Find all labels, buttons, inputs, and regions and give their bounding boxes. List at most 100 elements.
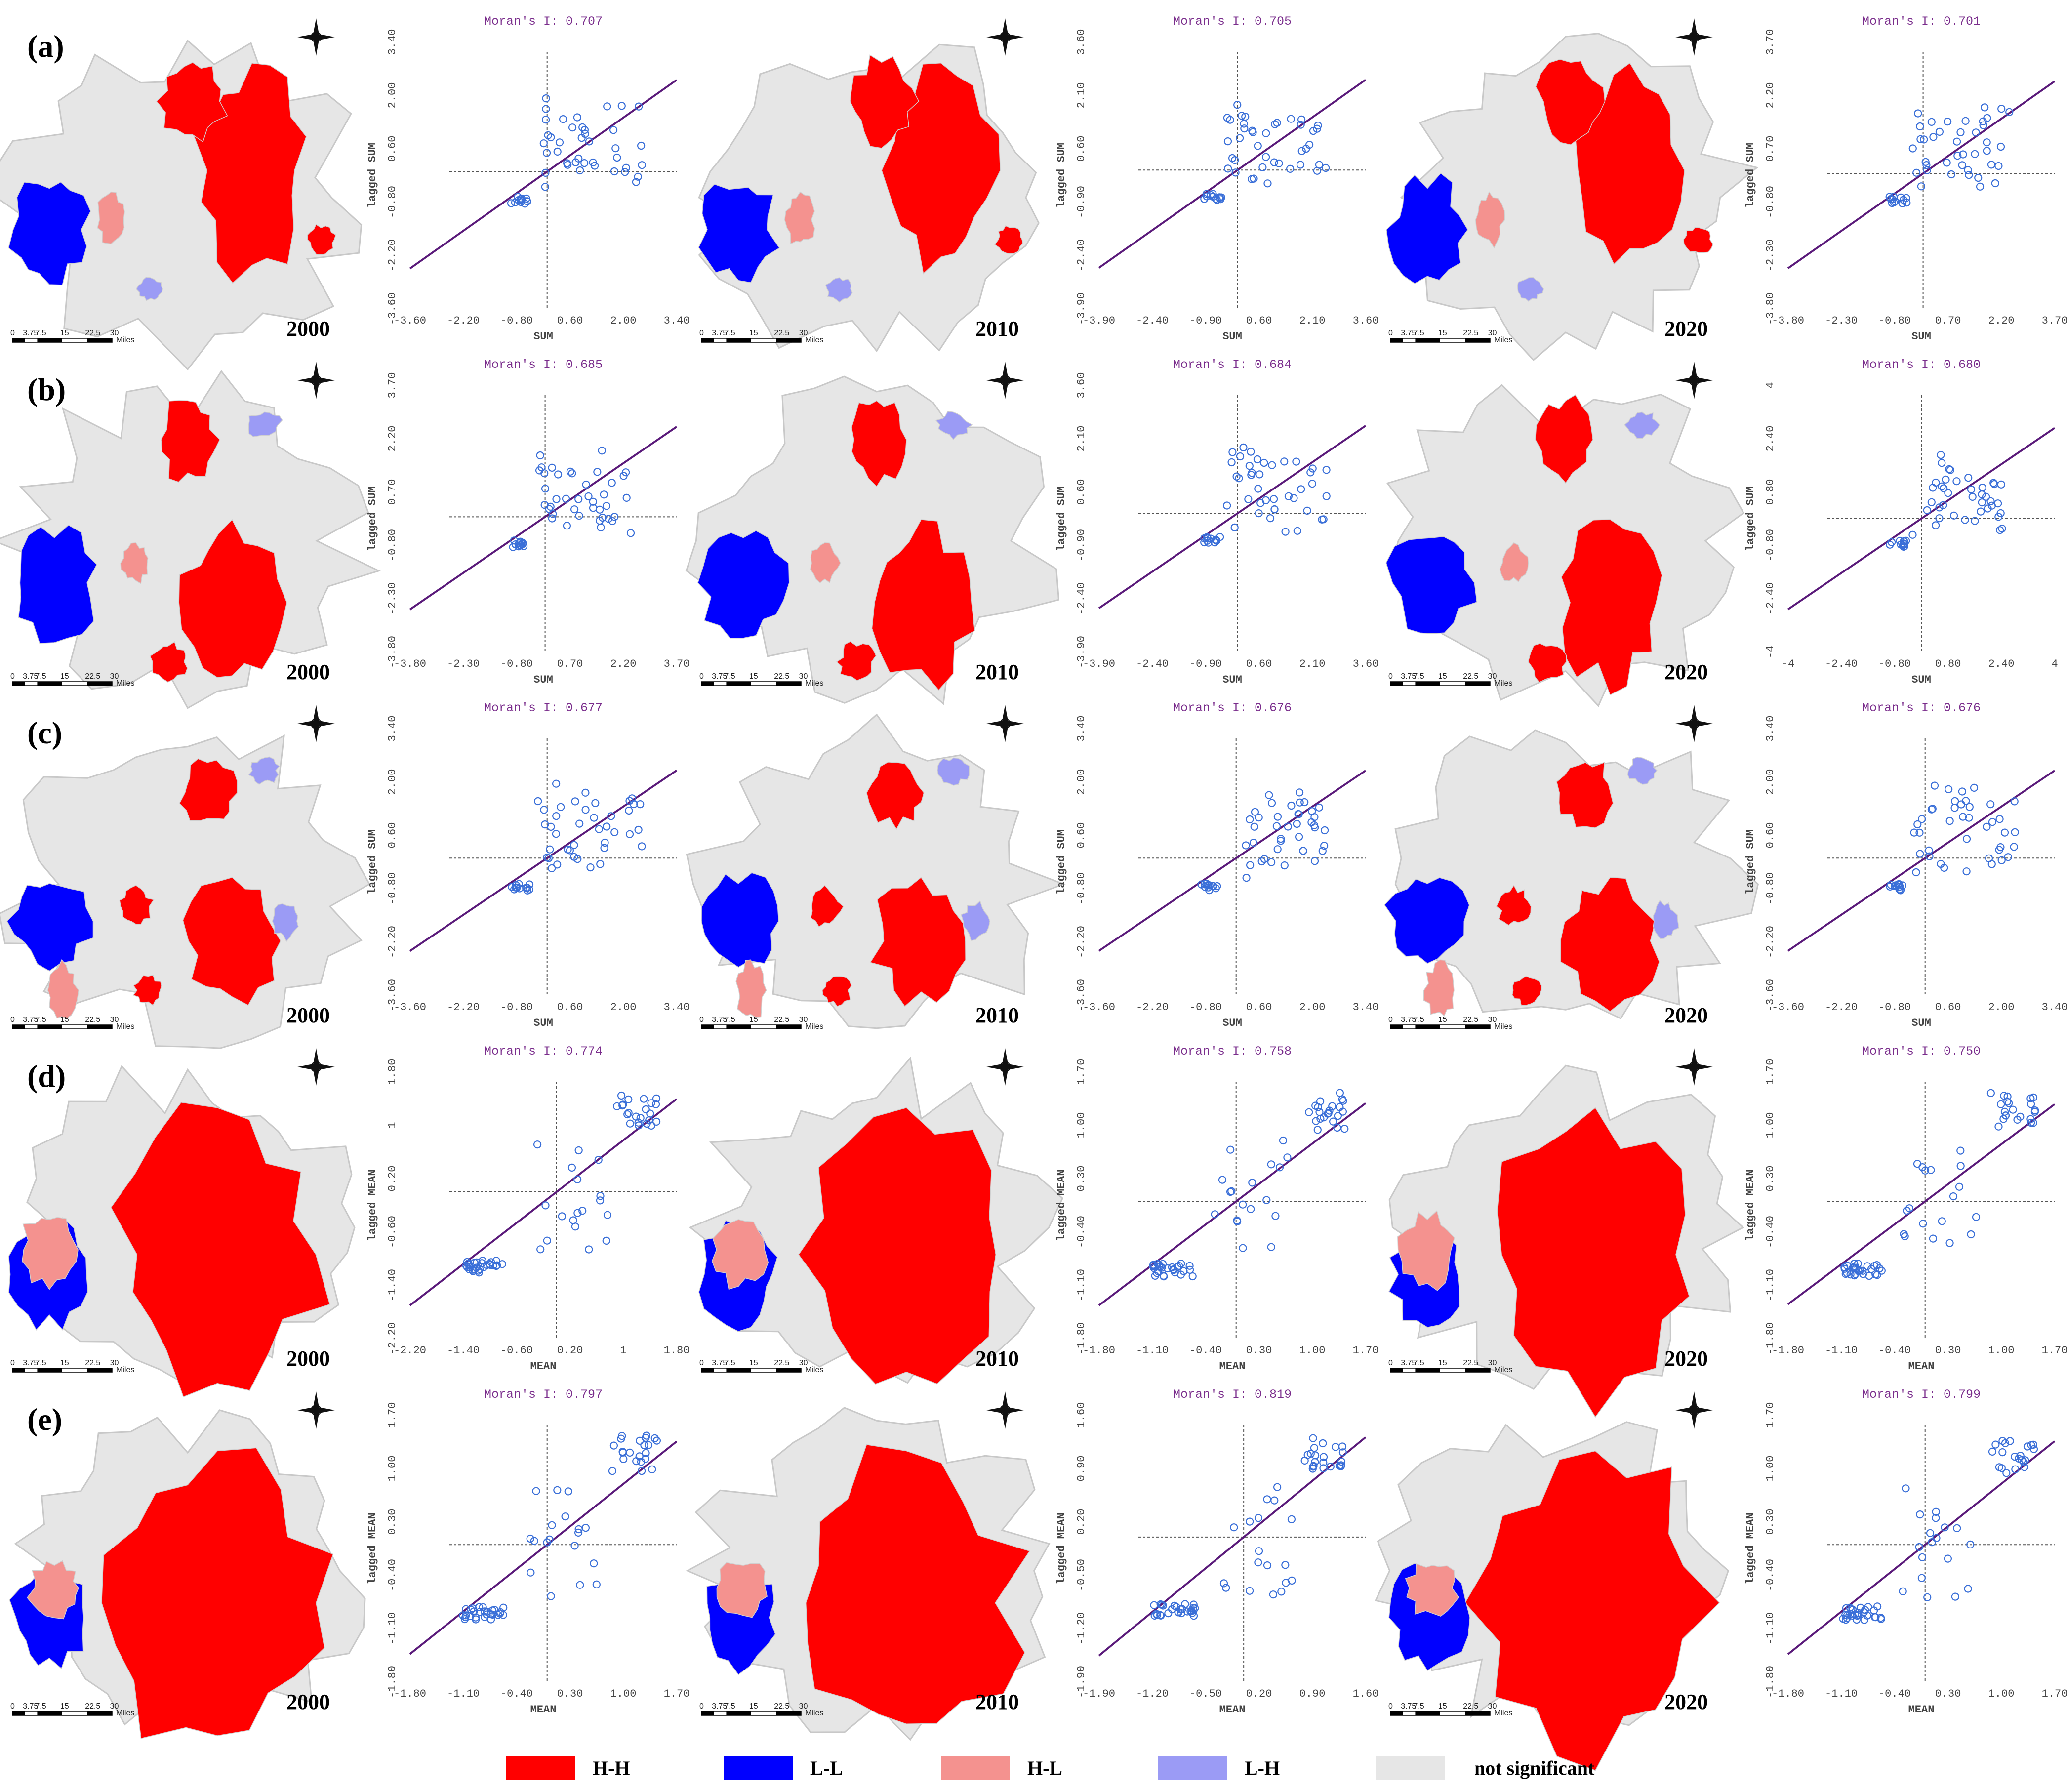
data-point — [1303, 1451, 1312, 1459]
data-point — [1983, 114, 1991, 122]
data-point — [1333, 1123, 1341, 1132]
year-label: 2020 — [1664, 1346, 1708, 1371]
data-point — [1898, 881, 1906, 890]
x-axis-label: MEAN — [530, 1360, 557, 1373]
svg-text:0: 0 — [1388, 1359, 1393, 1367]
data-point — [1921, 158, 1930, 166]
svg-text:22.5: 22.5 — [1463, 1016, 1478, 1024]
data-point — [496, 1609, 504, 1618]
data-point — [1961, 117, 1970, 125]
data-point — [576, 1581, 584, 1589]
y-tick-label: -1.40 — [386, 1269, 399, 1302]
data-point — [1295, 810, 1303, 818]
svg-text:3.75: 3.75 — [712, 672, 727, 681]
data-point — [1991, 179, 1999, 188]
data-point — [1223, 501, 1231, 510]
data-point — [2000, 1107, 2009, 1116]
x-tick-label: 0.20 — [557, 1344, 583, 1357]
year-label: 2010 — [975, 1346, 1019, 1371]
data-point — [1197, 880, 1206, 889]
data-point — [1279, 1136, 1287, 1145]
data-point — [2004, 853, 2012, 861]
data-point — [1308, 480, 1316, 488]
data-point — [539, 139, 548, 148]
cluster-hh — [810, 885, 844, 928]
x-tick-label: 0.20 — [1246, 1688, 1272, 1700]
data-point — [1244, 495, 1253, 503]
data-point — [536, 1245, 545, 1254]
data-point — [1263, 1495, 1271, 1504]
data-point — [498, 1260, 507, 1268]
data-point — [1258, 163, 1267, 171]
data-point — [1886, 882, 1894, 891]
data-point — [1281, 528, 1290, 536]
data-point — [2011, 828, 2019, 837]
north-arrow-icon — [297, 18, 335, 56]
data-point — [564, 1487, 572, 1496]
data-point — [1306, 468, 1315, 477]
y-tick-label: -0.80 — [1764, 186, 1777, 218]
data-point — [574, 1146, 583, 1155]
data-point — [1151, 1271, 1159, 1280]
x-tick-label: -1.40 — [447, 1344, 480, 1357]
north-arrow-icon — [297, 1048, 335, 1086]
svg-text:30: 30 — [799, 672, 808, 681]
data-point — [2011, 1465, 2020, 1473]
x-axis-label: SUM — [1222, 674, 1242, 686]
svg-text:22.5: 22.5 — [774, 672, 789, 681]
data-point — [464, 1260, 472, 1268]
data-point — [590, 814, 598, 822]
data-point — [1916, 1510, 1924, 1519]
cluster-ll — [8, 181, 91, 285]
data-point — [1283, 1153, 1292, 1162]
data-point — [1986, 1089, 1995, 1097]
north-arrow-icon — [986, 1391, 1024, 1429]
data-point — [622, 163, 630, 172]
data-point — [584, 492, 593, 501]
data-point — [1321, 826, 1329, 835]
y-tick-label: 1.80 — [386, 1059, 399, 1085]
data-point — [1918, 1553, 1927, 1561]
outlier-hl — [27, 1560, 79, 1620]
data-point — [1994, 1122, 2003, 1131]
data-point — [1163, 1264, 1172, 1273]
data-point — [630, 800, 638, 809]
moran-scatterplot: Moran's I: 0.797 -1.80-1.80 -1.10 -1.10 -0.4… — [366, 1387, 689, 1716]
data-point — [568, 123, 577, 132]
x-tick-label: 1 — [620, 1344, 626, 1357]
legend-item-not-significant: not significant — [1376, 1756, 1595, 1780]
data-point — [641, 1455, 650, 1463]
data-point — [1260, 855, 1269, 863]
data-point — [1201, 879, 1209, 888]
data-point — [600, 844, 608, 852]
x-axis-label: MEAN — [1219, 1704, 1246, 1716]
data-point — [1246, 861, 1255, 869]
svg-text:0: 0 — [699, 1702, 704, 1711]
y-tick-label: 1.70 — [1764, 1402, 1777, 1428]
year-label: 2000 — [286, 317, 330, 341]
cluster-hh — [1560, 877, 1660, 1012]
data-point — [1296, 161, 1305, 169]
data-point — [632, 178, 641, 186]
x-tick-label: -1.80 — [1083, 1344, 1115, 1357]
x-tick-label: -3.90 — [1083, 658, 1115, 670]
north-arrow-icon — [986, 1048, 1024, 1086]
moran-i-label: Moran's I: 0.677 — [484, 701, 603, 715]
data-point — [2000, 828, 2009, 837]
y-tick-label: 1.00 — [1075, 1112, 1088, 1139]
svg-text:7.5: 7.5 — [1413, 1016, 1424, 1024]
x-tick-label: 0.30 — [1935, 1344, 1961, 1357]
data-point — [634, 825, 643, 834]
data-point — [1965, 803, 1974, 811]
data-point — [1267, 1160, 1275, 1169]
data-point — [610, 513, 619, 521]
y-tick-label: 2.10 — [1075, 82, 1088, 109]
data-point — [1972, 128, 1980, 137]
year-label: 2010 — [975, 660, 1019, 684]
data-point — [2029, 1119, 2037, 1127]
x-axis-label: MEAN — [1908, 1704, 1935, 1716]
